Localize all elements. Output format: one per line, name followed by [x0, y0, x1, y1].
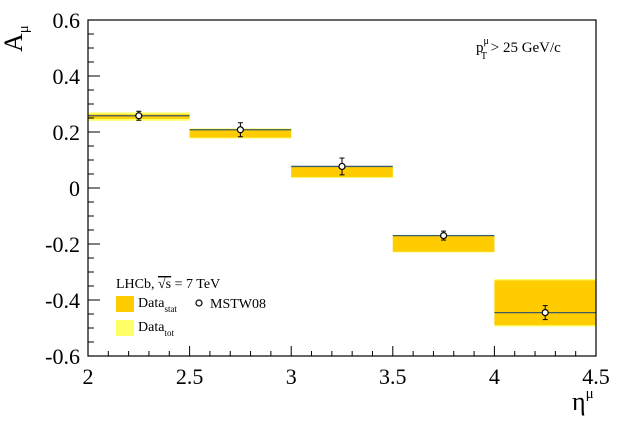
- annotation-pt-cut: pμ T > 25 GeV/c: [476, 36, 561, 62]
- x-tick-label: 2.5: [176, 364, 204, 389]
- x-axis-ticks: 2 2.5 3 3.5 4 4.5: [83, 346, 610, 389]
- y-tick-label: -0.6: [45, 344, 80, 369]
- legend-stat-label: Datastat: [138, 296, 177, 314]
- x-tick-label: 3.5: [379, 364, 407, 389]
- x-tick-label: 4.5: [582, 364, 610, 389]
- legend-title: LHCb, √s = 7 TeV: [116, 277, 220, 292]
- x-tick-label: 3: [286, 364, 297, 389]
- x-tick-label: 4: [489, 364, 500, 389]
- y-tick-label: 0: [69, 176, 80, 201]
- legend: LHCb, √s = 7 TeV Datastat MSTW08 Datatot: [116, 277, 266, 338]
- theory-points: [88, 110, 596, 321]
- theory-point-1: [135, 112, 143, 120]
- data-bands: [88, 112, 596, 327]
- theory-point-2: [236, 126, 244, 134]
- theory-point-5: [541, 309, 549, 317]
- y-tick-label: -0.4: [45, 288, 80, 313]
- legend-theory-marker: [195, 299, 203, 307]
- y-axis-ticks: -0.6 -0.4 -0.2 0 0.2 0.4 0.6: [45, 8, 100, 369]
- x-axis-label: ημ: [572, 386, 594, 416]
- y-tick-label: 0.4: [53, 64, 81, 89]
- theory-point-3: [338, 162, 346, 171]
- theory-point-4: [440, 232, 448, 240]
- data-stat-band-4: [392, 236, 495, 252]
- legend-stat-swatch: [116, 296, 134, 312]
- legend-theory-label: MSTW08: [210, 297, 266, 312]
- y-tick-label: -0.2: [45, 232, 80, 257]
- y-tick-label: 0.6: [53, 8, 81, 33]
- legend-tot-swatch: [116, 320, 134, 336]
- x-tick-label: 2: [83, 364, 94, 389]
- legend-tot-label: Datatot: [138, 320, 174, 338]
- y-tick-label: 0.2: [53, 120, 81, 145]
- y-axis-label: Aμ: [0, 25, 32, 52]
